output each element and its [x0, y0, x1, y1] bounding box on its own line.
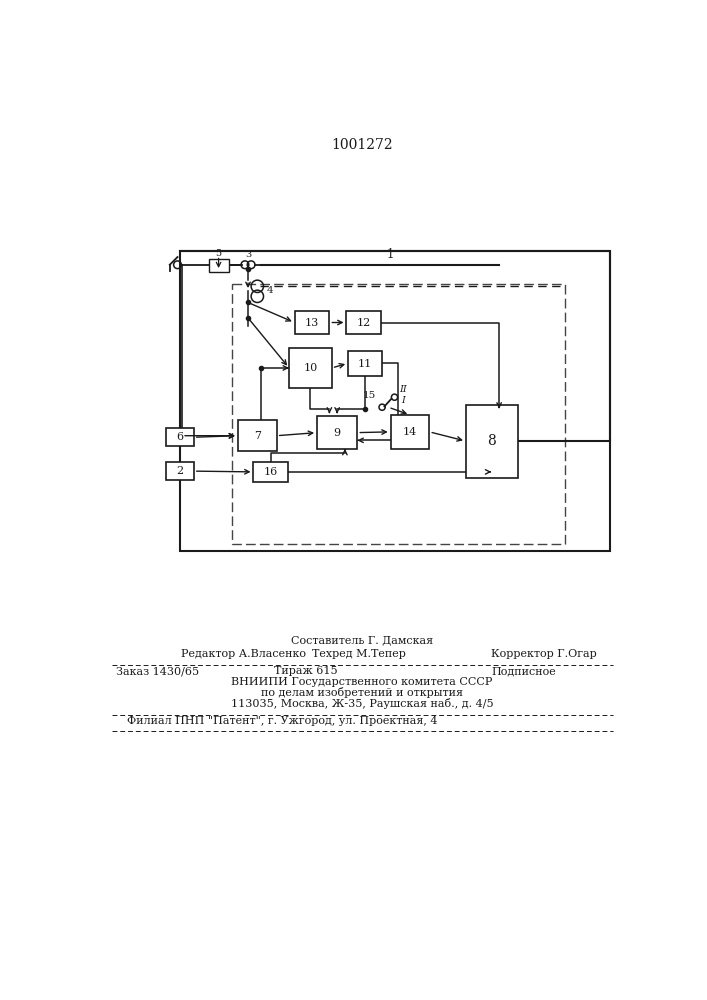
Text: Составитель Г. Дамская: Составитель Г. Дамская: [291, 636, 433, 646]
Bar: [209, 259, 228, 272]
Bar: [295, 311, 329, 334]
Bar: [466, 405, 518, 478]
Bar: [346, 311, 380, 334]
Text: 3: 3: [245, 250, 251, 259]
Text: 9: 9: [334, 428, 341, 438]
Text: 10: 10: [303, 363, 317, 373]
Text: I: I: [402, 396, 405, 405]
Bar: [289, 348, 332, 388]
Text: Техред М.Тепер: Техред М.Тепер: [312, 649, 405, 659]
Text: 4: 4: [267, 286, 273, 295]
Text: Корректор Г.Огар: Корректор Г.Огар: [491, 649, 597, 659]
Bar: [391, 415, 429, 449]
Text: 2: 2: [176, 466, 183, 476]
Text: 5: 5: [216, 249, 221, 258]
Text: 8: 8: [487, 434, 496, 448]
Bar: [253, 462, 288, 482]
Bar: [180, 251, 610, 551]
Text: 11: 11: [358, 359, 372, 369]
Text: 1001272: 1001272: [331, 138, 393, 152]
Bar: [317, 416, 357, 449]
Text: Заказ 1430/65: Заказ 1430/65: [115, 666, 199, 676]
Text: Тираж 615: Тираж 615: [274, 666, 338, 676]
Text: Филиал ПНП "Патент", г. Ужгород, ул. Проектная, 4: Филиал ПНП "Патент", г. Ужгород, ул. Про…: [127, 716, 438, 726]
Text: по делам изобретений и открытия: по делам изобретений и открытия: [261, 687, 463, 698]
Text: 15: 15: [363, 391, 376, 400]
Bar: [238, 420, 276, 451]
Text: 16: 16: [264, 467, 278, 477]
Text: 1: 1: [387, 248, 394, 261]
Text: 7: 7: [254, 431, 261, 441]
Bar: [166, 428, 194, 446]
Text: II: II: [399, 385, 407, 394]
Bar: [348, 351, 382, 376]
Text: 14: 14: [403, 427, 417, 437]
Text: Подписное: Подписное: [491, 666, 556, 676]
Text: 113035, Москва, Ж-35, Раушская наб., д. 4/5: 113035, Москва, Ж-35, Раушская наб., д. …: [230, 698, 493, 709]
Text: ВНИИПИ Государственного комитета СССР: ВНИИПИ Государственного комитета СССР: [231, 677, 493, 687]
Bar: [166, 462, 194, 480]
Text: 6: 6: [176, 432, 183, 442]
Bar: [232, 284, 565, 544]
Text: 12: 12: [356, 318, 370, 328]
Text: 13: 13: [305, 318, 319, 328]
Text: Редактор А.Власенко: Редактор А.Власенко: [182, 649, 306, 659]
